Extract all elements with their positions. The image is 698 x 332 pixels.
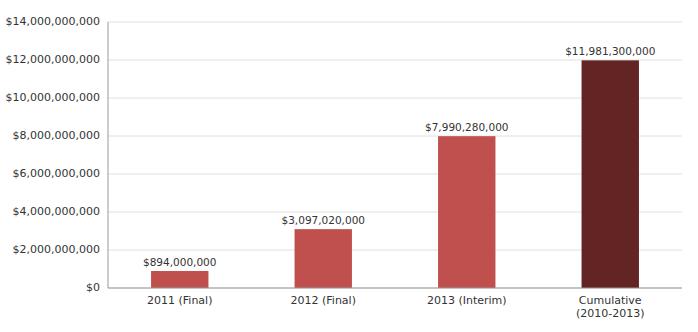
y-tick-label: $6,000,000,000: [13, 167, 100, 180]
y-tick-label: $4,000,000,000: [13, 205, 100, 218]
bars: [151, 60, 639, 288]
grid-line: [108, 60, 682, 61]
data-label: $894,000,000: [143, 256, 216, 268]
y-axis-line: [108, 22, 109, 288]
y-tick-label: $12,000,000,000: [6, 53, 100, 66]
x-tick-label: 2011 (Final): [147, 294, 212, 307]
data-label: $3,097,020,000: [282, 214, 366, 226]
grid-line: [108, 288, 682, 289]
y-tick-label: $0: [86, 281, 100, 294]
x-tick-label: 2013 (Interim): [427, 294, 507, 307]
y-tick-label: $2,000,000,000: [13, 243, 100, 256]
bar: [151, 271, 208, 288]
y-tick-label: $8,000,000,000: [13, 129, 100, 142]
bar: [438, 136, 495, 288]
x-axis-line: [108, 288, 682, 289]
data-labels: $894,000,000 $3,097,020,000 $7,990,280,000…: [143, 45, 655, 268]
y-tick-label: $14,000,000,000: [6, 15, 100, 28]
y-tick-label: $10,000,000,000: [6, 91, 100, 104]
x-tick-label: Cumulative(2010-2013): [576, 294, 645, 320]
data-label: $7,990,280,000: [425, 121, 509, 133]
y-axis: $0 $2,000,000,000 $4,000,000,000 $6,000,000…: [6, 15, 108, 294]
chart: $0 $2,000,000,000 $4,000,000,000 $6,000,000…: [0, 0, 698, 332]
x-axis: 2011 (Final) 2012 (Final) 2013 (Interim) Cu…: [108, 288, 682, 320]
bar: [582, 60, 639, 288]
grid: [108, 22, 682, 288]
bar: [295, 229, 352, 288]
x-tick-label: 2012 (Final): [291, 294, 356, 307]
grid-line: [108, 22, 682, 23]
data-label: $11,981,300,000: [565, 45, 655, 57]
